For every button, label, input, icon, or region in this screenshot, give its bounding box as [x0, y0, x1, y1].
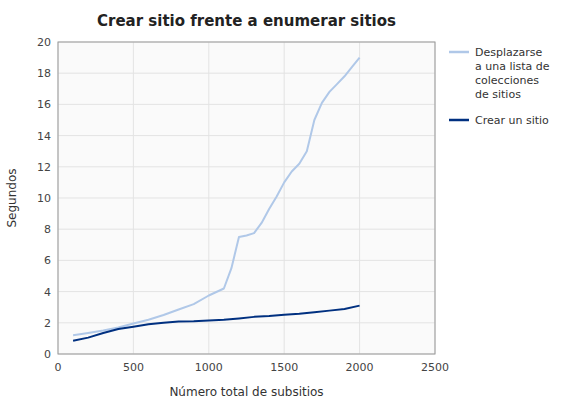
tick-label: 1500 [270, 361, 298, 374]
tick-label: 14 [37, 130, 51, 143]
legend-swatch [449, 51, 469, 54]
tick-label: 2500 [421, 361, 449, 374]
plot-area [58, 42, 435, 354]
grid-line [58, 166, 435, 167]
grid-line [133, 42, 134, 354]
legend-swatch [449, 119, 469, 122]
chart: 0 2 4 6 8 10 12 14 16 18 20 0 500 1000 1500 2000 2500 Cre… [0, 0, 571, 412]
series-line [73, 58, 360, 336]
grid-line [58, 104, 435, 105]
tick-label: 6 [44, 254, 51, 267]
grid-line [359, 42, 360, 354]
grid-line [58, 260, 435, 261]
grid-line [58, 291, 435, 292]
tick-label: 16 [37, 98, 51, 111]
legend-label-line: Crear un sitio [475, 114, 549, 127]
tick-label: 500 [123, 361, 144, 374]
lines [73, 58, 360, 341]
x-axis-label: Número total de subsitios [169, 385, 323, 399]
y-axis-label: Segundos [5, 168, 19, 227]
legend-label-line: Desplazarse [475, 46, 543, 59]
title: Crear sitio frente a enumerar sitios [97, 12, 396, 30]
tick-label: 8 [44, 223, 51, 236]
legend-label: Crear un sitio [475, 114, 549, 127]
grid [58, 42, 435, 354]
tick-label: 2000 [346, 361, 374, 374]
tick-label: 18 [37, 67, 51, 80]
grid-line [58, 322, 435, 323]
legend-label-line: a una lista de [475, 60, 550, 73]
tick-label: 4 [44, 286, 51, 299]
tick-label: 2 [44, 317, 51, 330]
tick-label: 10 [37, 192, 51, 205]
tick-label: 0 [44, 348, 51, 361]
grid-line [208, 42, 209, 354]
grid-line [58, 198, 435, 199]
grid-line [284, 42, 285, 354]
series-line [73, 306, 360, 341]
tick-label: 20 [37, 36, 51, 49]
tick-label: 0 [55, 361, 62, 374]
grid-line [58, 229, 435, 230]
plot-frame [58, 42, 435, 354]
tick-label: 1000 [195, 361, 223, 374]
legend-label: Desplazarsea una lista decoleccionesde s… [475, 46, 550, 101]
legend-label-line: de sitios [475, 88, 521, 101]
tick-label: 12 [37, 161, 51, 174]
grid-line [58, 73, 435, 74]
legend-label-line: colecciones [475, 74, 539, 87]
legend: Desplazarsea una lista decoleccionesde s… [449, 46, 550, 127]
grid-line [58, 135, 435, 136]
